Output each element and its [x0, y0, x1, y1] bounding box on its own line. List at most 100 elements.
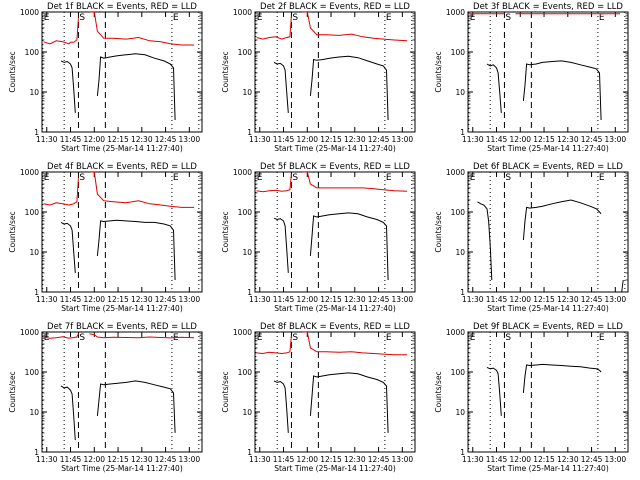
panel-title: Det 2f BLACK = Events, RED = LLD	[260, 2, 410, 12]
x-tick-label: 12:00	[296, 135, 318, 144]
y-tick-label: 1000	[233, 168, 252, 177]
x-tick-label: 13:00	[392, 135, 414, 144]
event-marker-label: S	[505, 13, 511, 23]
events-series-line	[96, 53, 176, 121]
lld-series-line	[256, 173, 292, 193]
events-series-line	[477, 201, 493, 281]
x-tick-label: 12:15	[107, 455, 129, 464]
event-marker-label: S	[292, 333, 298, 343]
event-marker-label: S	[292, 13, 298, 23]
y-tick-label: 10	[242, 248, 252, 257]
y-tick-label: 1000	[446, 168, 465, 177]
panel-title: Det 8f BLACK = Events, RED = LLD	[260, 322, 410, 332]
lld-series-line	[89, 333, 195, 339]
x-tick-label: 11:45	[486, 295, 508, 304]
panel-7: Det 7f BLACK = Events, RED = LLD 1 10 100 10…	[8, 322, 203, 473]
y-tick-label: 1000	[20, 168, 39, 177]
event-marker-label: E	[173, 13, 179, 23]
series-group	[477, 199, 624, 292]
events-series-line	[309, 372, 389, 433]
y-axis-label: Counts/sec	[434, 211, 443, 252]
x-tick-label: 11:30	[36, 295, 58, 304]
x-tick-label: 12:30	[344, 455, 366, 464]
y-tick-label: 1000	[20, 8, 39, 17]
y-tick-label: 1000	[20, 328, 39, 337]
x-tick-label: 12:00	[83, 455, 105, 464]
y-tick-label: 100	[238, 208, 253, 217]
x-tick-label: 12:45	[155, 295, 177, 304]
x-axis-label: Start Time (25-Mar-14 11:27:40)	[274, 464, 396, 473]
y-tick-label: 1	[34, 448, 39, 457]
x-tick-label: 12:45	[581, 135, 603, 144]
events-series-line	[522, 60, 602, 121]
event-marker-label: E	[257, 333, 263, 343]
lld-series-line	[302, 172, 408, 192]
events-series-line	[96, 380, 176, 433]
event-marker-label: E	[44, 13, 50, 23]
event-marker-label: S	[79, 13, 85, 23]
x-tick-label: 12:00	[509, 135, 531, 144]
x-axis-label: Start Time (25-Mar-14 11:27:40)	[274, 304, 396, 313]
x-tick-label: 11:30	[36, 455, 58, 464]
y-tick-label: 100	[451, 208, 466, 217]
plot-frame	[467, 331, 629, 453]
y-tick-label: 1	[34, 288, 39, 297]
events-series-line	[309, 55, 389, 121]
y-axis-label: Counts/sec	[434, 51, 443, 92]
series-group	[43, 333, 195, 441]
y-tick-label: 100	[25, 208, 40, 217]
x-tick-label: 12:00	[83, 295, 105, 304]
x-tick-label: 12:30	[344, 135, 366, 144]
lld-series-line	[43, 178, 79, 206]
y-tick-label: 100	[451, 368, 466, 377]
events-series-line	[522, 199, 602, 241]
panel-6: Det 6f BLACK = Events, RED = LLD 1 10 100 10…	[434, 162, 629, 313]
x-axis-label: Start Time (25-Mar-14 11:27:40)	[61, 304, 183, 313]
lld-series-line	[256, 15, 292, 40]
x-tick-label: 12:30	[131, 455, 153, 464]
panel-5: Det 5f BLACK = Events, RED = LLD 1 10 100 10…	[221, 162, 416, 313]
x-axis-label: Start Time (25-Mar-14 11:27:40)	[61, 464, 183, 473]
x-tick-label: 11:30	[462, 455, 484, 464]
panel-2: Det 2f BLACK = Events, RED = LLD 1 10 100 10…	[221, 2, 416, 153]
x-tick-label: 12:45	[368, 295, 390, 304]
event-marker-label: S	[79, 333, 85, 343]
y-tick-label: 1	[247, 448, 252, 457]
event-marker-label: E	[599, 13, 605, 23]
plot-frame	[41, 11, 203, 133]
plot-frame	[254, 11, 416, 133]
events-series-line	[96, 219, 176, 281]
lld-series-line	[302, 332, 408, 356]
event-marker-label: E	[386, 173, 392, 183]
y-tick-label: 10	[455, 248, 465, 257]
lld-series-line	[89, 12, 195, 46]
panel-title: Det 1f BLACK = Events, RED = LLD	[47, 2, 197, 12]
x-tick-label: 11:45	[60, 135, 82, 144]
series-group	[43, 172, 195, 281]
x-tick-label: 12:15	[107, 295, 129, 304]
events-series-line	[60, 60, 76, 113]
x-tick-label: 11:30	[249, 135, 271, 144]
x-tick-label: 12:00	[296, 295, 318, 304]
event-marker-label: S	[79, 173, 85, 183]
y-tick-label: 100	[25, 368, 40, 377]
x-tick-label: 12:00	[509, 295, 531, 304]
event-marker-label: E	[257, 13, 263, 23]
events-series-line	[273, 61, 289, 113]
panel-title: Det 3f BLACK = Events, RED = LLD	[473, 2, 623, 12]
y-tick-label: 10	[29, 408, 39, 417]
event-marker-label: E	[470, 173, 476, 183]
panel-title: Det 6f BLACK = Events, RED = LLD	[473, 162, 623, 172]
panel-8: Det 8f BLACK = Events, RED = LLD 1 10 100 10…	[221, 322, 416, 473]
events-series-line	[309, 212, 389, 281]
panel-title: Det 5f BLACK = Events, RED = LLD	[260, 162, 410, 172]
events-series-line	[486, 63, 502, 113]
x-tick-label: 12:45	[368, 455, 390, 464]
event-marker-label: E	[470, 13, 476, 23]
series-group	[256, 332, 408, 433]
events-series-line	[60, 221, 76, 273]
y-tick-label: 1	[34, 128, 39, 137]
plot-frame	[254, 331, 416, 453]
